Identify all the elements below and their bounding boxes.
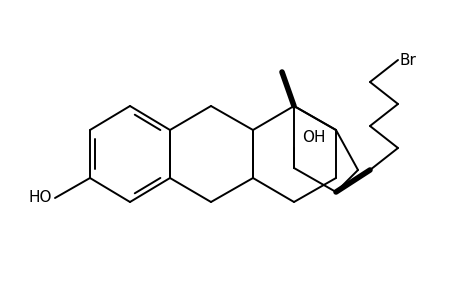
- Text: OH: OH: [302, 130, 325, 146]
- Text: HO: HO: [28, 190, 52, 206]
- Text: Br: Br: [399, 52, 416, 68]
